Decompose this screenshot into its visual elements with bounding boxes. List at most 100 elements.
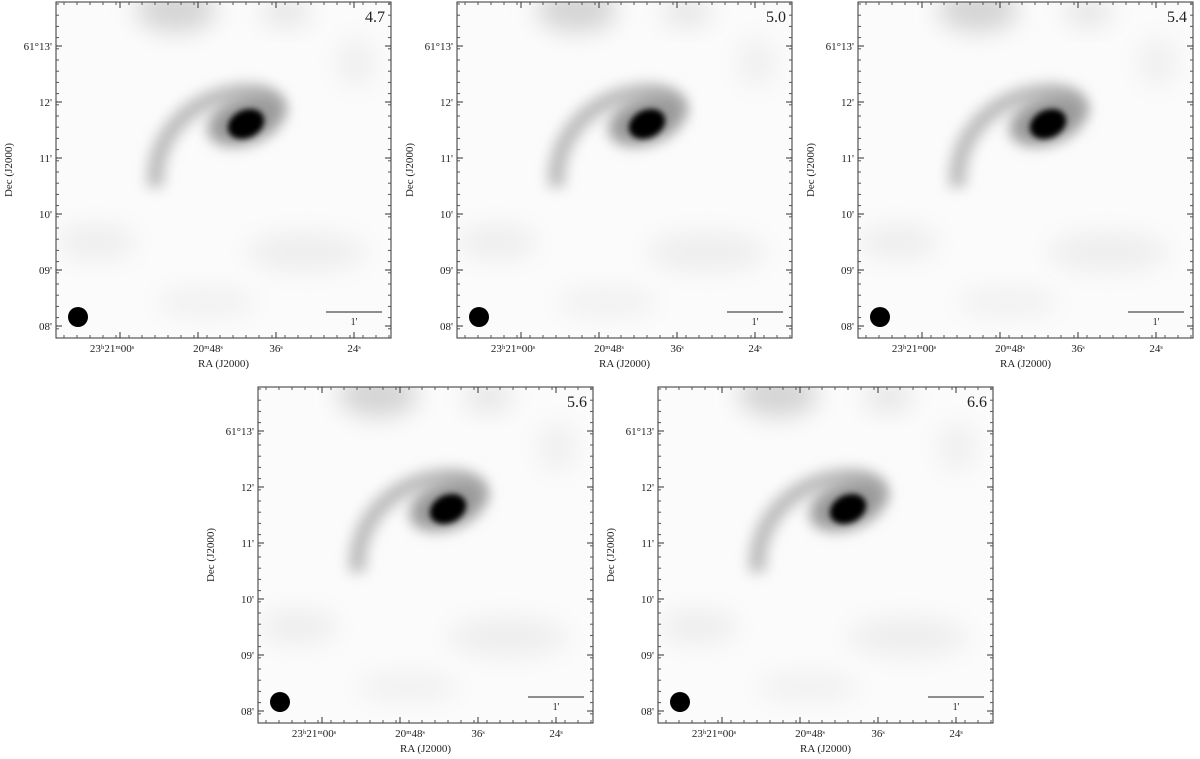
noise-patch: [848, 617, 968, 657]
noise-patch: [557, 287, 657, 317]
noise-patch: [261, 2, 311, 27]
noise-patch: [662, 2, 712, 27]
noise-patch: [737, 37, 777, 87]
noise-patch: [958, 287, 1058, 317]
map-image: [56, 2, 391, 338]
panel-label: 5.0: [766, 9, 786, 26]
x-tick-label: 23ʰ21ᵐ00ˢ: [90, 343, 135, 355]
panel-label: 5.4: [1167, 9, 1187, 26]
y-tick-label: 61°13': [826, 41, 854, 53]
core-emission: [628, 108, 666, 140]
map-background: [258, 387, 593, 723]
noise-patch: [863, 387, 913, 412]
y-tick-label: 12': [641, 482, 654, 494]
noise-patch: [457, 224, 537, 260]
x-tick-label: 20ᵐ48ˢ: [193, 343, 223, 355]
y-tick-label: 11': [841, 153, 854, 165]
frame: [857, 1, 1194, 339]
core-emission: [429, 493, 467, 525]
x-tick-label: 36ˢ: [871, 728, 885, 740]
y-tick-label: 09': [440, 265, 453, 277]
map-image: [658, 387, 993, 723]
noise-patch: [56, 224, 136, 260]
noise-patch: [1048, 232, 1168, 272]
map-image: [258, 387, 593, 723]
y-axis-label: Dec (J2000): [205, 528, 217, 582]
panel: 1' 23ʰ21ᵐ00ˢ 20ᵐ48ˢ 36ˢ 24ˢ 61°13' 12' 11' 10' 09…: [404, 1, 793, 370]
x-axis-label: RA (J2000): [1000, 358, 1051, 370]
map-image: [457, 2, 792, 338]
scale-bar-label: 1': [1153, 317, 1160, 328]
noise-patch: [246, 232, 366, 272]
y-tick-label: 09': [841, 265, 854, 277]
x-tick-label: 20ᵐ48ˢ: [594, 343, 624, 355]
panel-label: 6.6: [967, 394, 987, 411]
x-axis-label: RA (J2000): [198, 358, 249, 370]
frame: [456, 1, 793, 339]
y-tick-label: 12': [440, 97, 453, 109]
beam: [68, 307, 88, 327]
x-axis-label: RA (J2000): [800, 743, 851, 755]
frame: [657, 386, 994, 724]
x-tick-label: 23ʰ21ᵐ00ˢ: [292, 728, 337, 740]
panel: 1' 23ʰ21ᵐ00ˢ 20ᵐ48ˢ 36ˢ 24ˢ 61°13' 12' 11' 10' 09…: [3, 1, 392, 370]
panel-label: 5.6: [567, 394, 587, 411]
noise-patch: [538, 422, 578, 472]
beam: [870, 307, 890, 327]
noise-patch: [358, 672, 458, 702]
core-emission: [1029, 108, 1067, 140]
y-tick-label: 11': [39, 153, 52, 165]
x-tick-label: 23ʰ21ᵐ00ˢ: [692, 728, 737, 740]
y-axis-label: Dec (J2000): [404, 143, 416, 197]
y-axis-label: Dec (J2000): [3, 143, 15, 197]
noise-patch: [448, 617, 568, 657]
core-emission: [227, 108, 265, 140]
frame: [55, 1, 392, 339]
y-tick-label: 61°13': [425, 41, 453, 53]
noise-patch: [658, 609, 738, 645]
x-tick-label: 36ˢ: [269, 343, 283, 355]
frame: [257, 386, 594, 724]
noise-patch: [136, 2, 216, 32]
y-tick-label: 12': [841, 97, 854, 109]
y-tick-label: 08': [39, 321, 52, 333]
noise-patch: [738, 387, 818, 417]
y-tick-label: 10': [440, 209, 453, 221]
x-tick-label: 24ˢ: [748, 343, 762, 355]
x-tick-label: 20ᵐ48ˢ: [395, 728, 425, 740]
noise-patch: [758, 672, 858, 702]
x-tick-label: 36ˢ: [471, 728, 485, 740]
noise-patch: [336, 37, 376, 87]
map-image: [858, 2, 1193, 338]
x-tick-label: 24ˢ: [949, 728, 963, 740]
noise-patch: [938, 422, 978, 472]
noise-patch: [258, 609, 338, 645]
beam: [670, 692, 690, 712]
scale-bar-label: 1': [752, 317, 759, 328]
y-tick-label: 10': [241, 594, 254, 606]
noise-patch: [938, 2, 1018, 32]
noise-patch: [858, 224, 938, 260]
noise-patch: [537, 2, 617, 32]
x-tick-label: 36ˢ: [670, 343, 684, 355]
panel-label: 4.7: [365, 9, 385, 26]
y-tick-label: 08': [241, 706, 254, 718]
scale-bar-label: 1': [351, 317, 358, 328]
y-tick-label: 09': [241, 650, 254, 662]
scale-bar-label: 1': [953, 702, 960, 713]
map-background: [56, 2, 391, 338]
y-tick-label: 10': [841, 209, 854, 221]
y-tick-label: 12': [241, 482, 254, 494]
y-tick-label: 09': [39, 265, 52, 277]
x-tick-label: 36ˢ: [1071, 343, 1085, 355]
panel: 1' 23ʰ21ᵐ00ˢ 20ᵐ48ˢ 36ˢ 24ˢ 61°13' 12' 11' 10' 09…: [205, 386, 594, 755]
y-axis-label: Dec (J2000): [605, 528, 617, 582]
map-background: [457, 2, 792, 338]
y-tick-label: 11': [241, 538, 254, 550]
y-axis-label: Dec (J2000): [805, 143, 817, 197]
y-tick-label: 61°13': [226, 426, 254, 438]
beam: [270, 692, 290, 712]
map-background: [858, 2, 1193, 338]
y-tick-label: 11': [440, 153, 453, 165]
noise-patch: [156, 287, 256, 317]
